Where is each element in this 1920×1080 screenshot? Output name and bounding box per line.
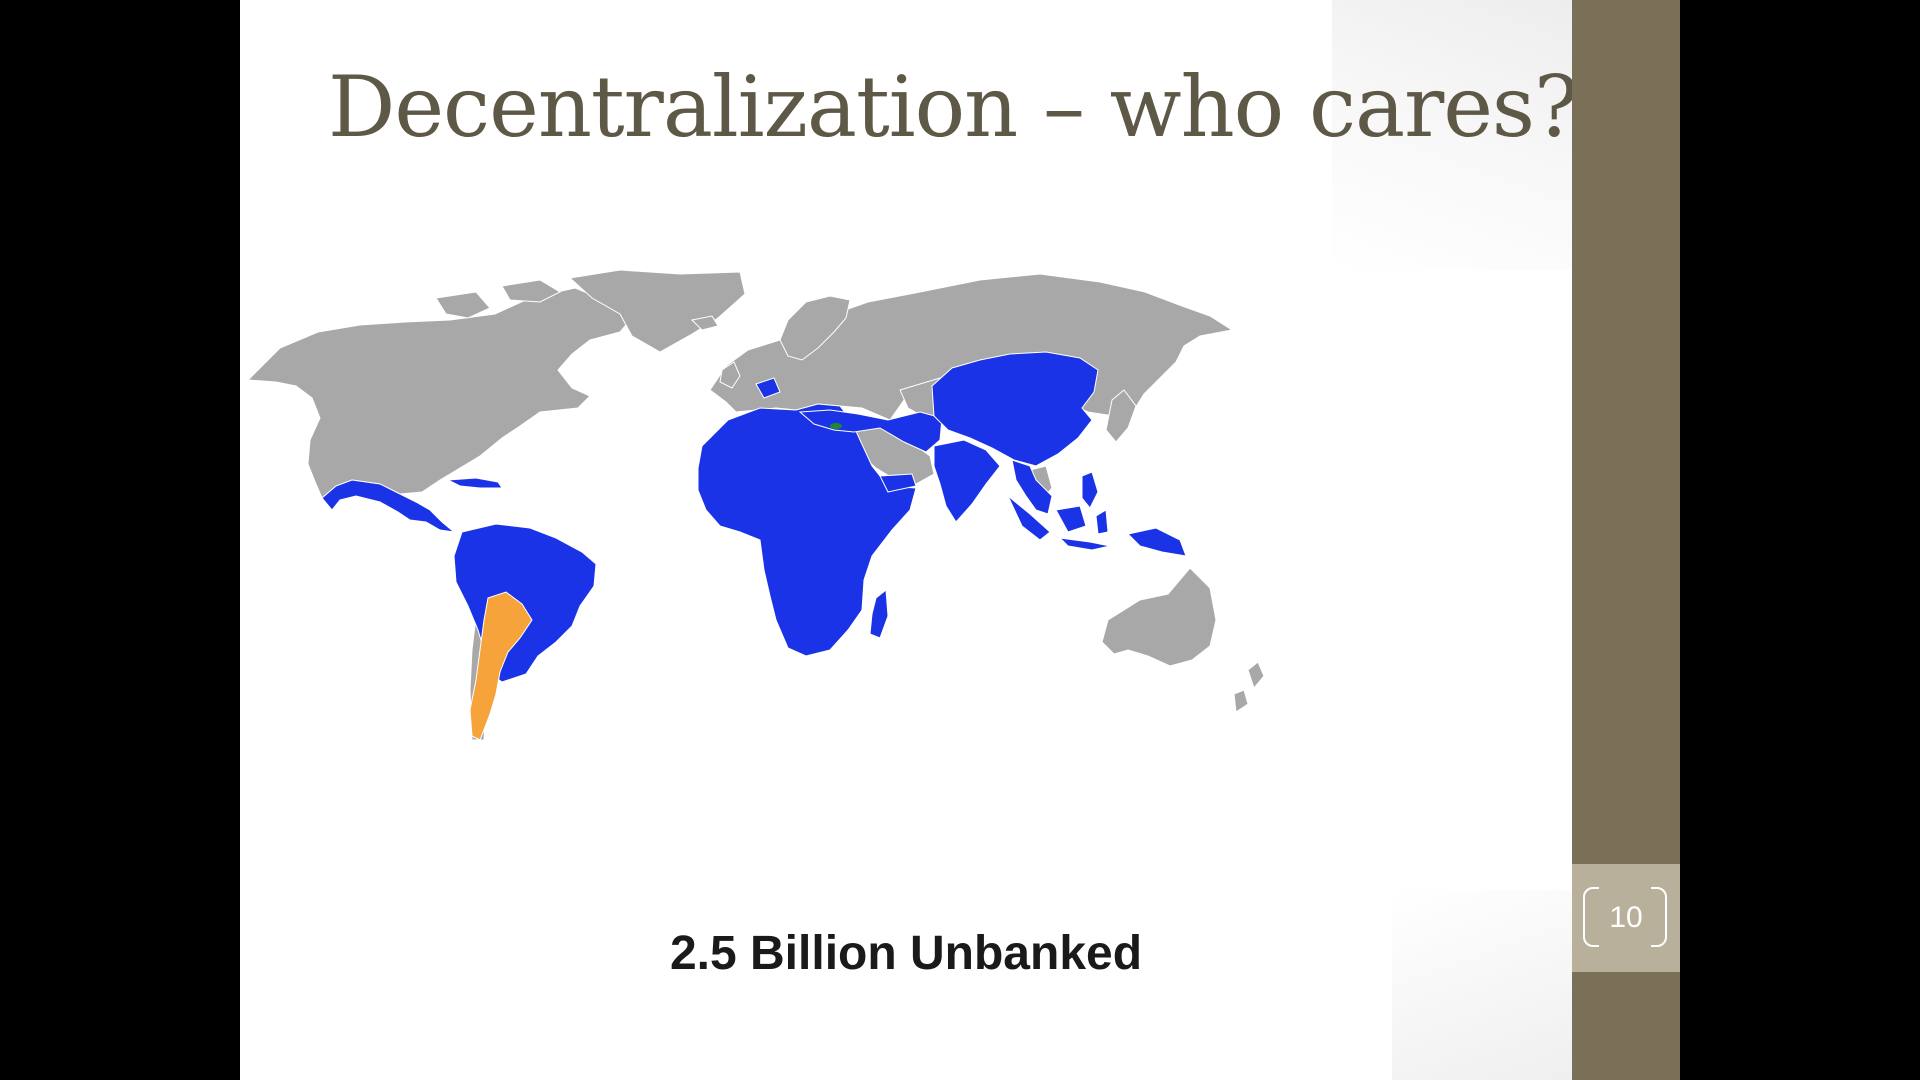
- region-eastern-europe: [755, 377, 781, 399]
- region-middle-east: [798, 409, 943, 453]
- world-map: [246, 270, 1265, 741]
- region-yemen: [879, 473, 917, 493]
- region-cyprus: [830, 423, 842, 429]
- map-blue-regions: [321, 351, 1187, 683]
- region-scandinavia: [779, 295, 851, 361]
- slide-sidebar: 10: [1572, 0, 1680, 1080]
- region-caribbean: [446, 477, 503, 489]
- corner-shade-bottom: [1392, 890, 1572, 1080]
- slide: Decentralization – who cares?: [240, 0, 1572, 1080]
- region-africa: [697, 403, 917, 657]
- slide-caption: 2.5 Billion Unbanked: [669, 927, 1143, 980]
- region-japan: [1105, 389, 1137, 443]
- region-australia: [1101, 567, 1217, 667]
- page-number: 10: [1609, 901, 1643, 934]
- region-philippines: [1081, 471, 1099, 509]
- region-madagascar: [869, 589, 889, 639]
- region-argentina: [469, 591, 533, 741]
- slide-title: Decentralization – who cares?: [328, 58, 1572, 156]
- corner-shade: [1332, 0, 1572, 270]
- region-mexico: [321, 479, 456, 533]
- region-china: [931, 351, 1099, 467]
- region-se-asia: [1011, 459, 1053, 515]
- region-new-zealand: [1233, 661, 1265, 713]
- page-number-box: 10: [1572, 864, 1680, 972]
- region-indonesia: [1007, 495, 1111, 551]
- region-india: [933, 439, 1001, 523]
- region-arctic-islands: [435, 279, 562, 319]
- page-number-bracket: [1583, 886, 1667, 948]
- region-iceland: [690, 315, 719, 331]
- region-papua: [1126, 527, 1187, 557]
- region-north-america: [246, 287, 633, 499]
- region-uk: [719, 361, 741, 389]
